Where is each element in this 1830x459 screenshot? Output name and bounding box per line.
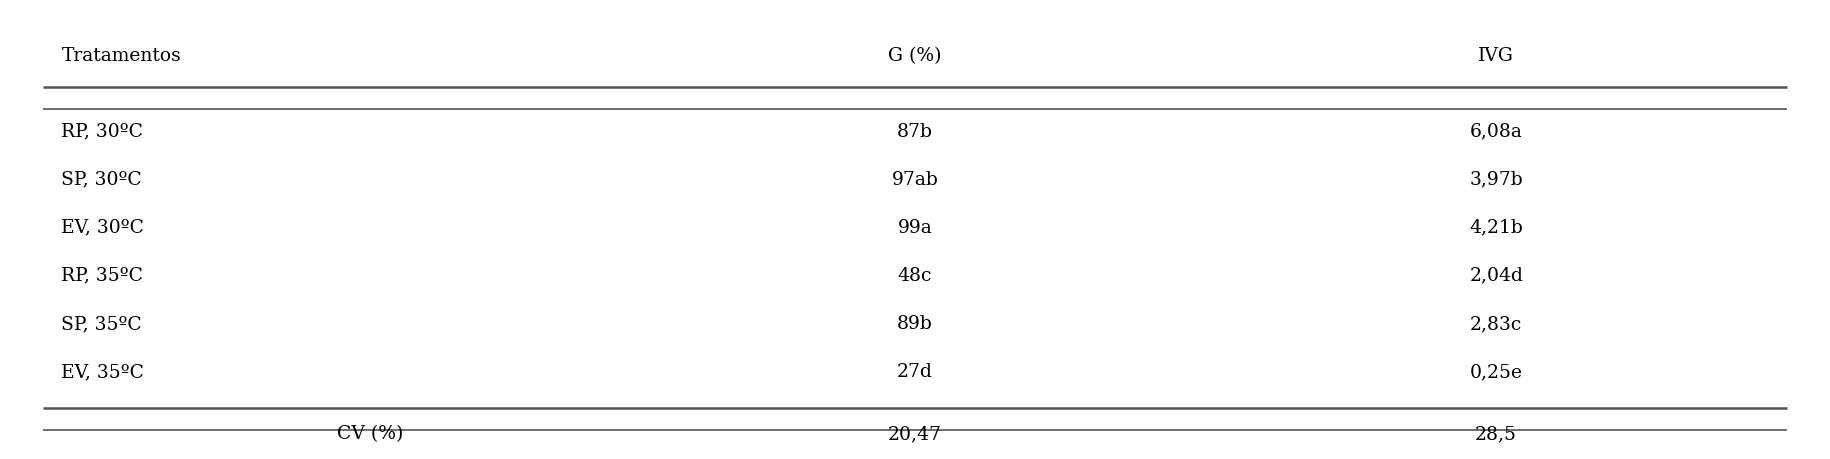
Text: CV (%): CV (%) [337, 425, 403, 443]
Text: 4,21b: 4,21b [1469, 219, 1523, 237]
Text: RP, 30ºC: RP, 30ºC [62, 123, 143, 140]
Text: 89b: 89b [897, 315, 933, 333]
Text: 0,25e: 0,25e [1469, 363, 1523, 381]
Text: 2,04d: 2,04d [1469, 267, 1523, 285]
Text: 6,08a: 6,08a [1469, 123, 1523, 140]
Text: SP, 30ºC: SP, 30ºC [62, 171, 143, 189]
Text: EV, 35ºC: EV, 35ºC [62, 363, 145, 381]
Text: 3,97b: 3,97b [1469, 171, 1523, 189]
Text: SP, 35ºC: SP, 35ºC [62, 315, 143, 333]
Text: 2,83c: 2,83c [1469, 315, 1523, 333]
Text: 27d: 27d [897, 363, 933, 381]
Text: IVG: IVG [1479, 47, 1513, 65]
Text: 20,47: 20,47 [888, 425, 942, 443]
Text: EV, 30ºC: EV, 30ºC [62, 219, 145, 237]
Text: 28,5: 28,5 [1475, 425, 1517, 443]
Text: 99a: 99a [899, 219, 931, 237]
Text: 97ab: 97ab [891, 171, 939, 189]
Text: 87b: 87b [897, 123, 933, 140]
Text: Tratamentos: Tratamentos [62, 47, 181, 65]
Text: 48c: 48c [899, 267, 931, 285]
Text: G (%): G (%) [888, 47, 942, 65]
Text: RP, 35ºC: RP, 35ºC [62, 267, 143, 285]
